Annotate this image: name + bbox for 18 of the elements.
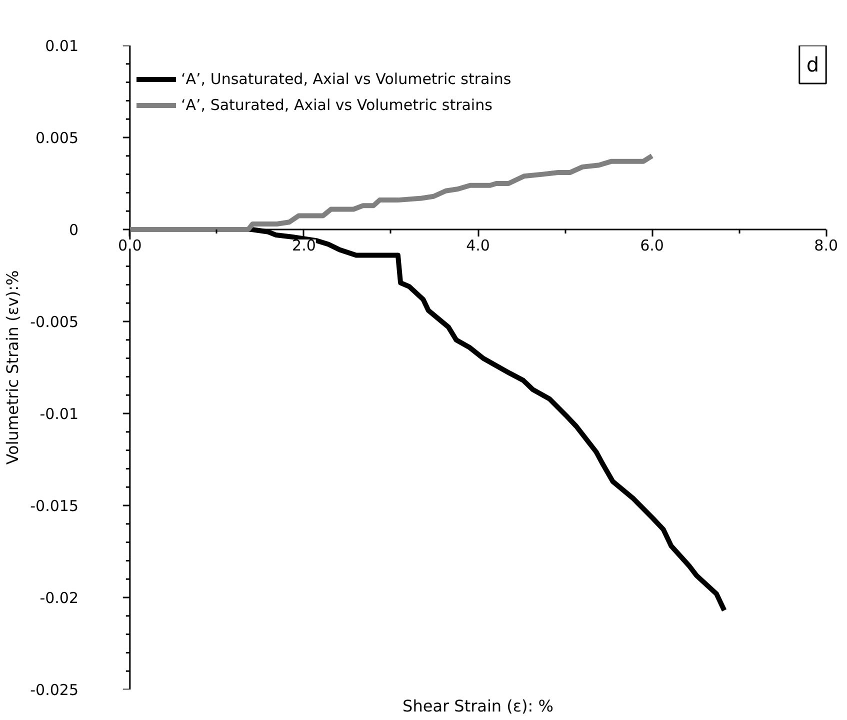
x-tick-label: 6.0 xyxy=(640,236,664,254)
x-tick-label: 4.0 xyxy=(466,236,490,254)
x-tick-label: 2.0 xyxy=(292,236,316,254)
y-axis-title: Volumetric Strain (εv):% xyxy=(3,270,22,465)
y-tick-label: -0.025 xyxy=(30,681,79,699)
x-tick-label: 8.0 xyxy=(814,236,838,254)
legend-label: ‘A’, Unsaturated, Axial vs Volumetric strains xyxy=(181,70,512,88)
legend-label: ‘A’, Saturated, Axial vs Volumetric strains xyxy=(181,96,492,114)
y-tick-label: -0.01 xyxy=(40,405,78,423)
y-tick-label: -0.015 xyxy=(30,497,79,515)
y-tick-label: 0.005 xyxy=(36,129,79,147)
y-tick-label: -0.005 xyxy=(30,313,79,331)
y-tick-label: 0 xyxy=(68,221,79,239)
y-tick-label: 0.01 xyxy=(45,37,79,55)
x-axis-title: Shear Strain (ε): % xyxy=(402,696,554,716)
y-tick-label: -0.02 xyxy=(40,589,78,607)
x-tick-label: 0.0 xyxy=(118,236,142,254)
annotation: d xyxy=(806,52,820,76)
